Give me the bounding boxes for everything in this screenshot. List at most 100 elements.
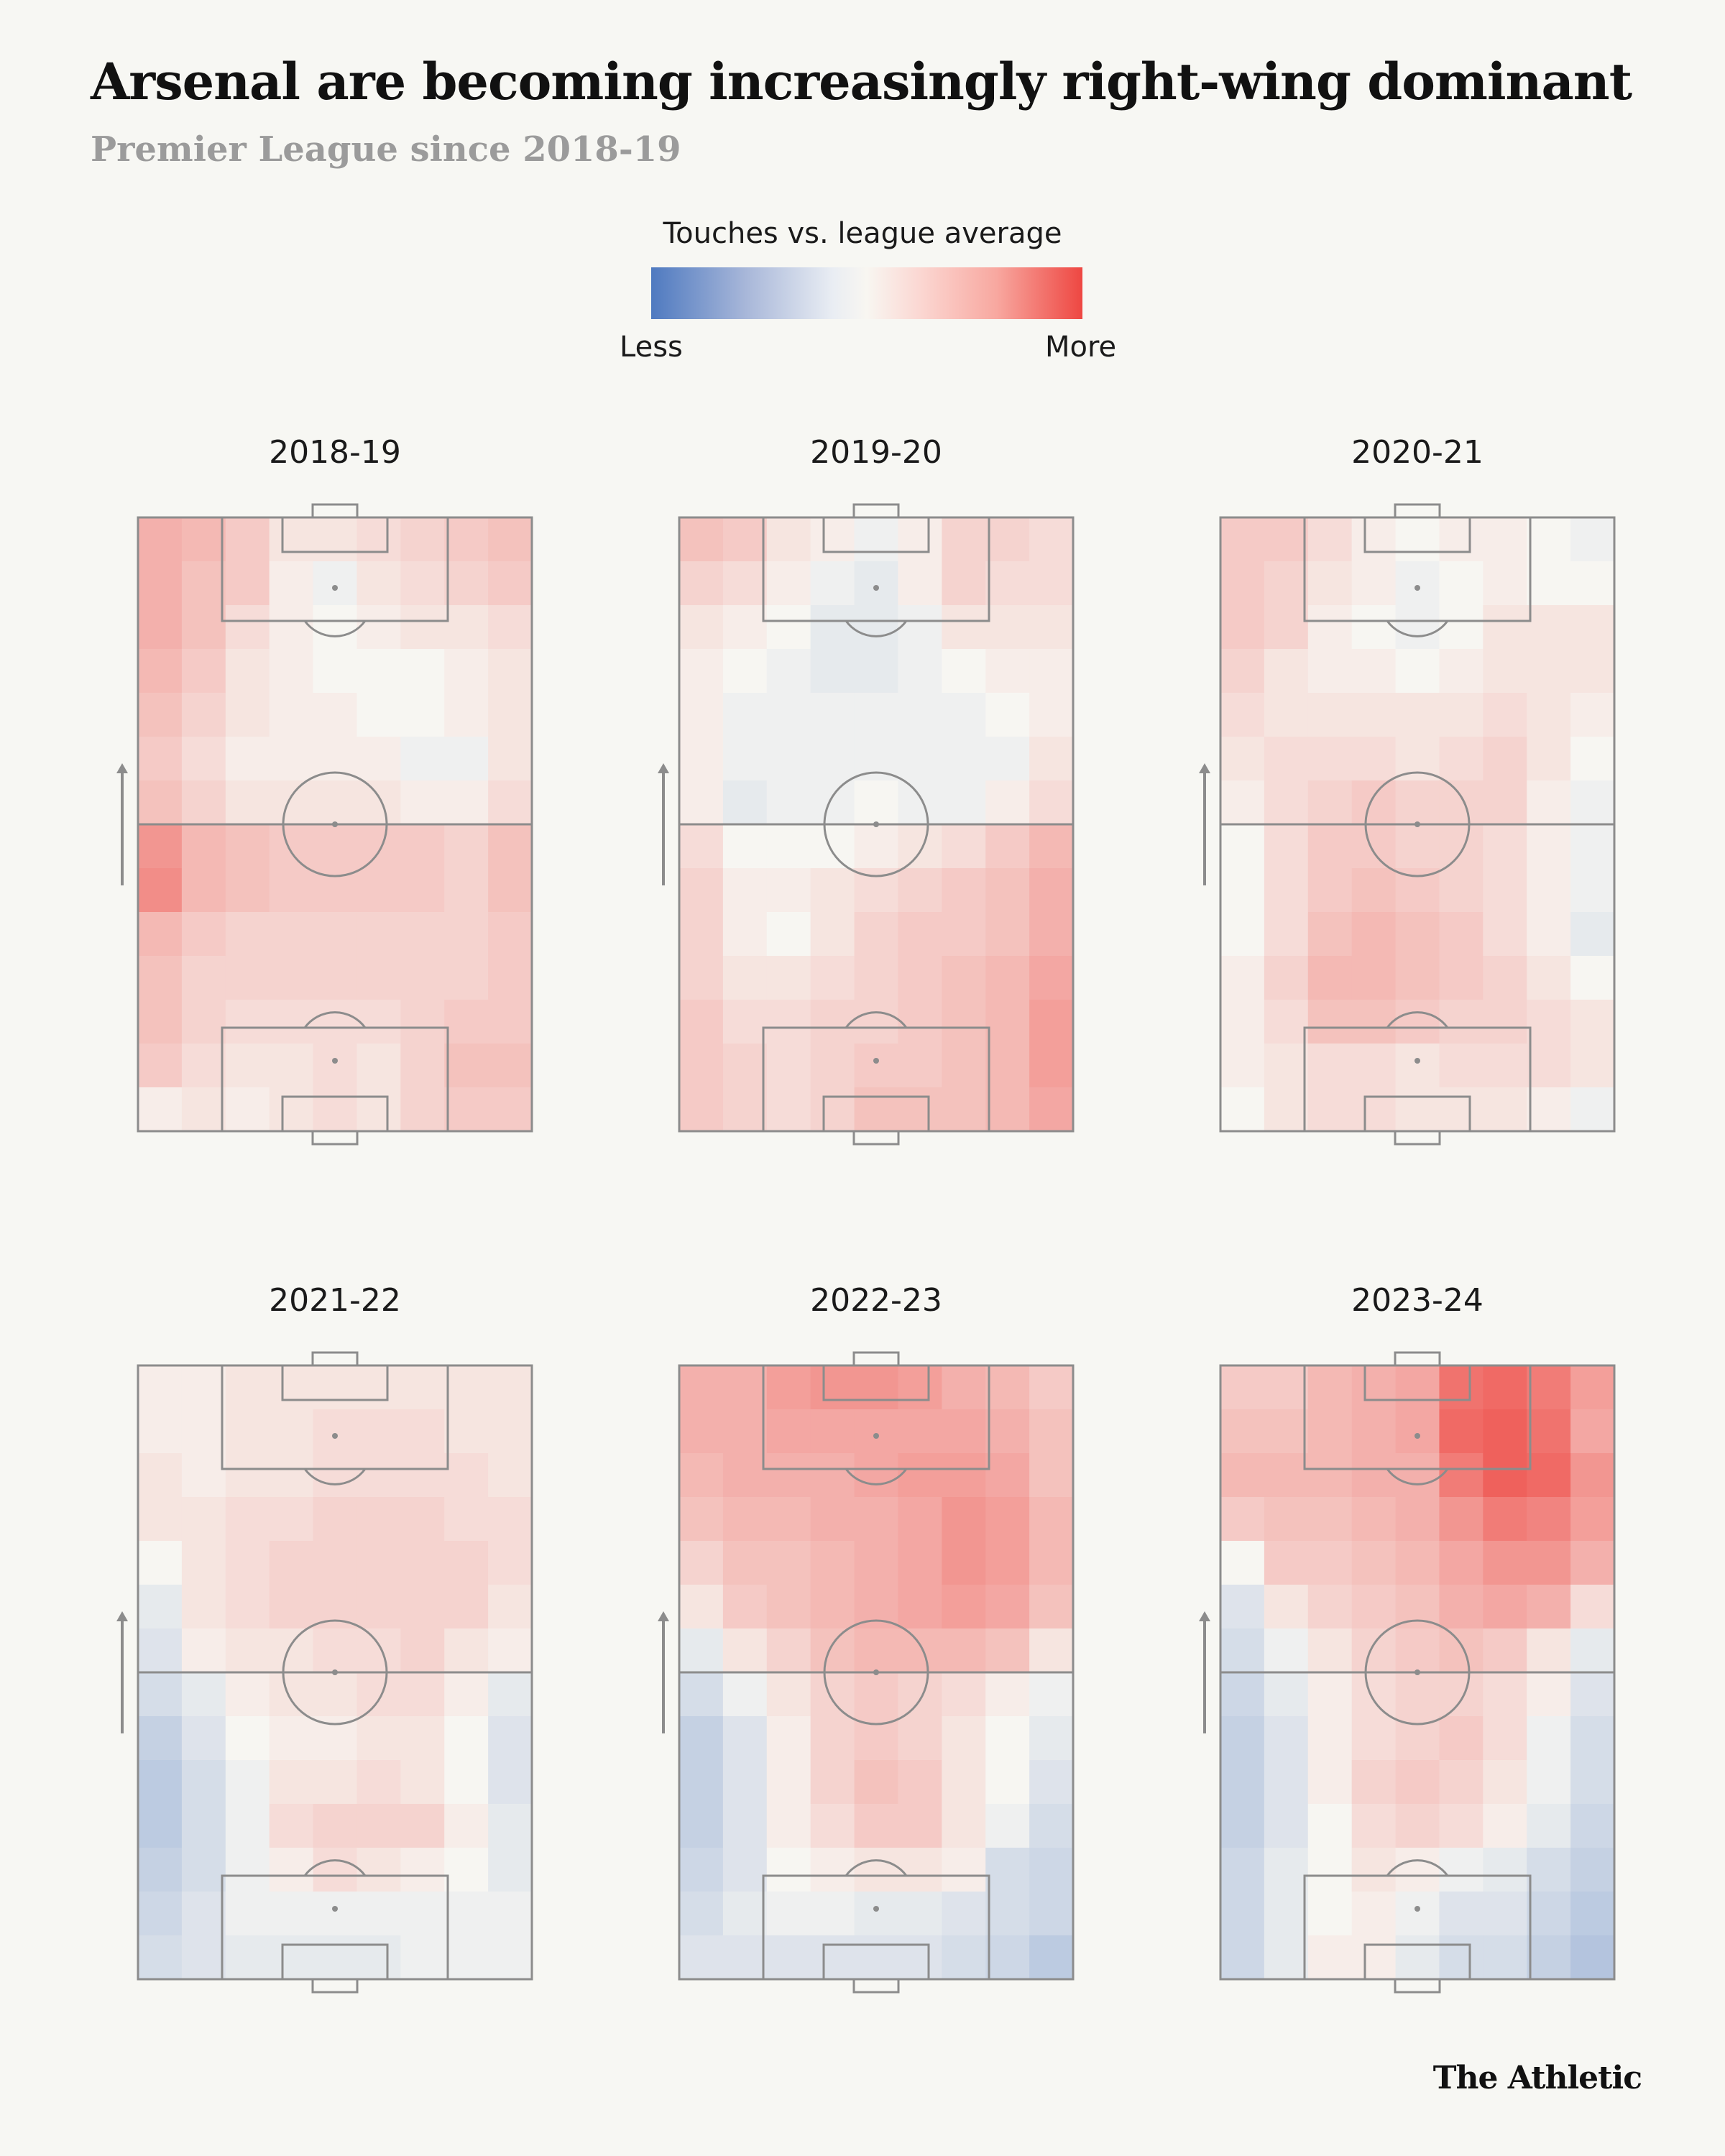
heatmap-cell (225, 868, 270, 913)
heatmap-cell (1264, 868, 1309, 913)
heatmap-cell (766, 1935, 811, 1980)
penalty-arc-bottom (845, 1859, 908, 1876)
heatmap-cell (1220, 1087, 1265, 1132)
heatmap-cell (810, 1000, 855, 1044)
heatmap-cell (1483, 1409, 1527, 1454)
heatmap-cell (1395, 1000, 1440, 1044)
heatmap-cell (679, 824, 724, 869)
heatmap-cell (1570, 561, 1615, 606)
heatmap-cell (1220, 737, 1265, 781)
heatmap-cell (181, 605, 226, 650)
heatmap-cell (722, 605, 768, 650)
heatmap-cell (854, 1672, 899, 1717)
heatmap-cell (1395, 1409, 1440, 1454)
heatmap-cell (1307, 956, 1353, 1000)
heatmap-cell (679, 912, 724, 957)
heatmap-cell (313, 824, 358, 869)
heatmap-cell (488, 649, 533, 694)
heatmap-cell (1570, 1848, 1615, 1892)
heatmap-cell (1570, 517, 1615, 562)
heatmap-cell (313, 780, 358, 825)
heatmap-cell (1029, 912, 1074, 957)
heatmap-cell (1351, 1585, 1397, 1629)
heatmap-cell (1351, 824, 1397, 869)
heatmap-cell (181, 693, 226, 737)
heatmap-cell (488, 1087, 533, 1132)
heatmap-cell (1439, 868, 1484, 913)
heatmap-cell (722, 1409, 768, 1454)
heatmap-cell (400, 1541, 445, 1585)
heatmap-cell (1220, 1000, 1265, 1044)
heatmap-cell (400, 824, 445, 869)
heatmap-cell (313, 649, 358, 694)
heatmap-cell (269, 1804, 314, 1848)
attack-direction-arrowhead (658, 763, 669, 773)
heatmap-cell (1527, 561, 1571, 606)
heatmap-cell (854, 1365, 899, 1410)
heatmap-cell (356, 649, 401, 694)
heatmap-cell (444, 1365, 489, 1410)
heatmap-cell (1483, 1541, 1527, 1585)
heatmap-cell (854, 1453, 899, 1498)
heatmap-cell (1351, 1044, 1397, 1088)
heatmap-cell (1220, 1760, 1265, 1805)
heatmap-cell (313, 1044, 358, 1088)
heatmap-cell (225, 693, 270, 737)
heatmap-cell (1483, 605, 1527, 650)
heatmap-cell (1570, 956, 1615, 1000)
heatmap-cell (942, 1585, 986, 1629)
heatmap-cell (1527, 1760, 1571, 1805)
heatmap-cell (942, 1935, 986, 1980)
heatmap-cell (1264, 1453, 1309, 1498)
heatmap-cell (1264, 1000, 1309, 1044)
heatmap-cell (1395, 780, 1440, 825)
heatmap-cell (400, 1804, 445, 1848)
heatmap-cell (679, 1935, 724, 1980)
heatmap-cell (722, 1087, 768, 1132)
heatmap-cell (1527, 956, 1571, 1000)
heatmap-cell (1439, 956, 1484, 1000)
center-spot (873, 1669, 879, 1675)
heatmap-cell (1570, 1672, 1615, 1717)
heatmap-cell (181, 868, 226, 913)
penalty-arc-bottom (1386, 1859, 1449, 1876)
heatmap-cell (1351, 1892, 1397, 1936)
heatmap-cell (810, 1628, 855, 1673)
heatmap-cell (181, 1409, 226, 1454)
heatmap-cell (985, 868, 1030, 913)
heatmap-cell (854, 1892, 899, 1936)
heatmap-cell (225, 561, 270, 606)
heatmap-cell (1220, 780, 1265, 825)
heatmap-cell (313, 1628, 358, 1673)
heatmap-cell (1351, 1409, 1397, 1454)
heatmap-cell (898, 912, 942, 957)
heatmap-cell (1483, 780, 1527, 825)
heatmap-cell (313, 1365, 358, 1410)
heatmap-cell (1264, 1892, 1309, 1936)
heatmap-cell (766, 868, 811, 913)
heatmap-cell (942, 517, 986, 562)
heatmap-cell (313, 605, 358, 650)
heatmap-cell (722, 912, 768, 957)
heatmap-cell (1029, 561, 1074, 606)
heatmap-cell (722, 649, 768, 694)
heatmap-cell (488, 693, 533, 737)
heatmap-cell (810, 1044, 855, 1088)
heatmap-cell (444, 1848, 489, 1892)
heatmap-cell (1029, 780, 1074, 825)
heatmap-cell (138, 561, 183, 606)
heatmap-cell (400, 649, 445, 694)
heatmap-cell (138, 956, 183, 1000)
heatmap-cell (1351, 517, 1397, 562)
heatmap-cell (444, 737, 489, 781)
heatmap-cell (1570, 1409, 1615, 1454)
heatmap-cell (1439, 649, 1484, 694)
heatmap-cell (225, 1000, 270, 1044)
heatmap-cell (810, 780, 855, 825)
heatmap-cell (1439, 1848, 1484, 1892)
heatmap-cell (1264, 1365, 1309, 1410)
heatmap-cell (985, 1585, 1030, 1629)
penalty-arc-top (1386, 620, 1449, 637)
heatmap-cell (356, 1365, 401, 1410)
